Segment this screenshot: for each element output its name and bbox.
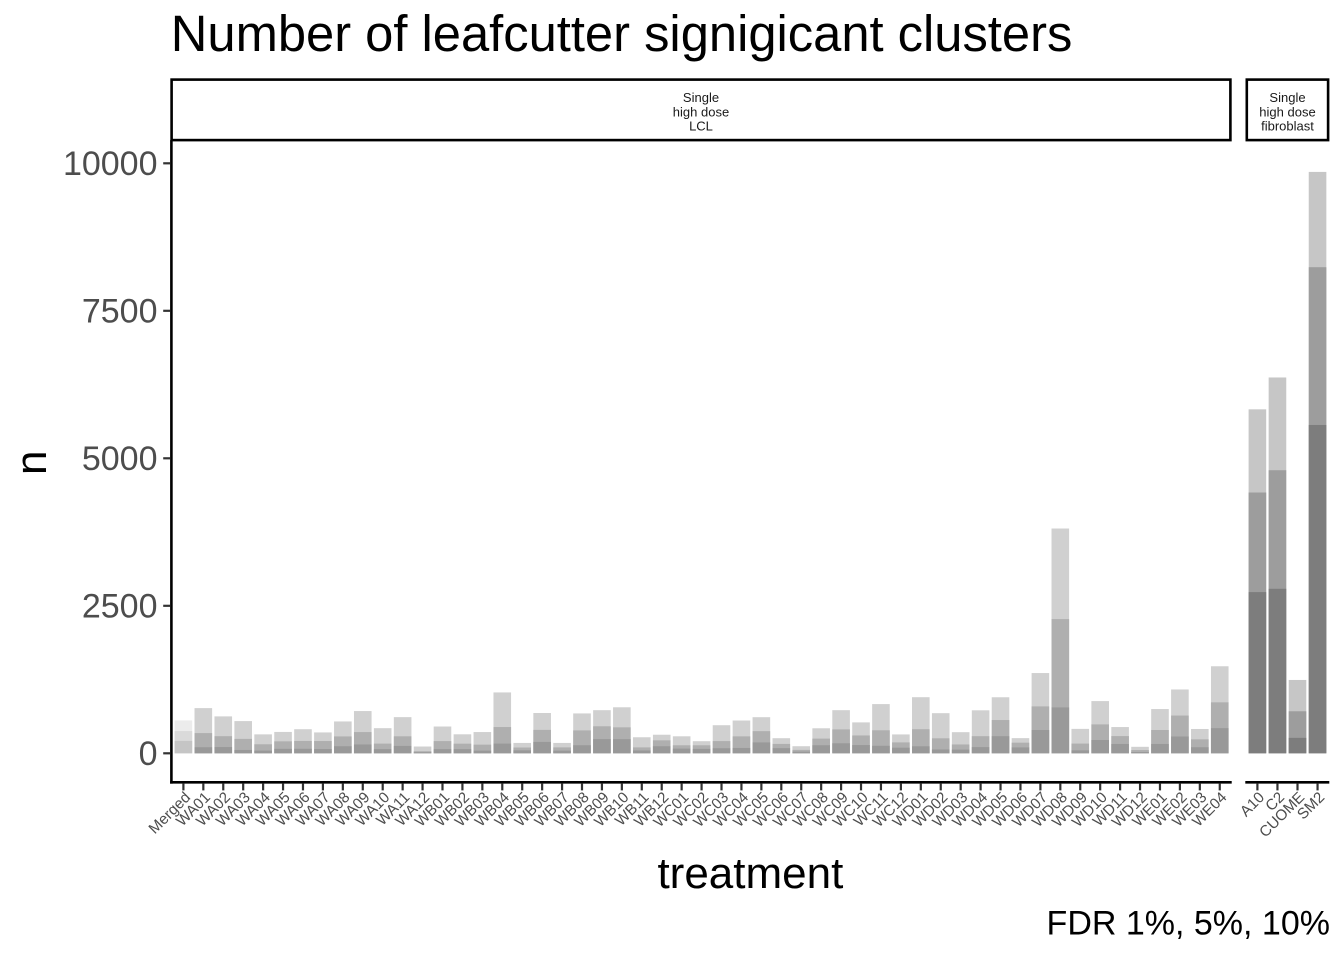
svg-text:Single: Single bbox=[683, 90, 719, 105]
svg-text:high dose: high dose bbox=[1259, 104, 1315, 119]
svg-text:FDR 1%, 5%, 10%: FDR 1%, 5%, 10% bbox=[1047, 905, 1330, 943]
svg-text:high dose: high dose bbox=[673, 104, 729, 119]
svg-text:n: n bbox=[7, 451, 56, 475]
svg-text:LCL: LCL bbox=[689, 119, 713, 134]
svg-text:fibroblast: fibroblast bbox=[1261, 119, 1314, 134]
svg-text:treatment: treatment bbox=[657, 849, 843, 898]
svg-text:5000: 5000 bbox=[82, 440, 158, 478]
svg-text:Single: Single bbox=[1269, 90, 1305, 105]
svg-text:10000: 10000 bbox=[63, 145, 158, 183]
svg-text:0: 0 bbox=[139, 735, 158, 773]
svg-text:2500: 2500 bbox=[82, 588, 158, 626]
svg-text:Number of leafcutter signigica: Number of leafcutter signigicant cluster… bbox=[171, 5, 1073, 62]
svg-text:7500: 7500 bbox=[82, 293, 158, 331]
